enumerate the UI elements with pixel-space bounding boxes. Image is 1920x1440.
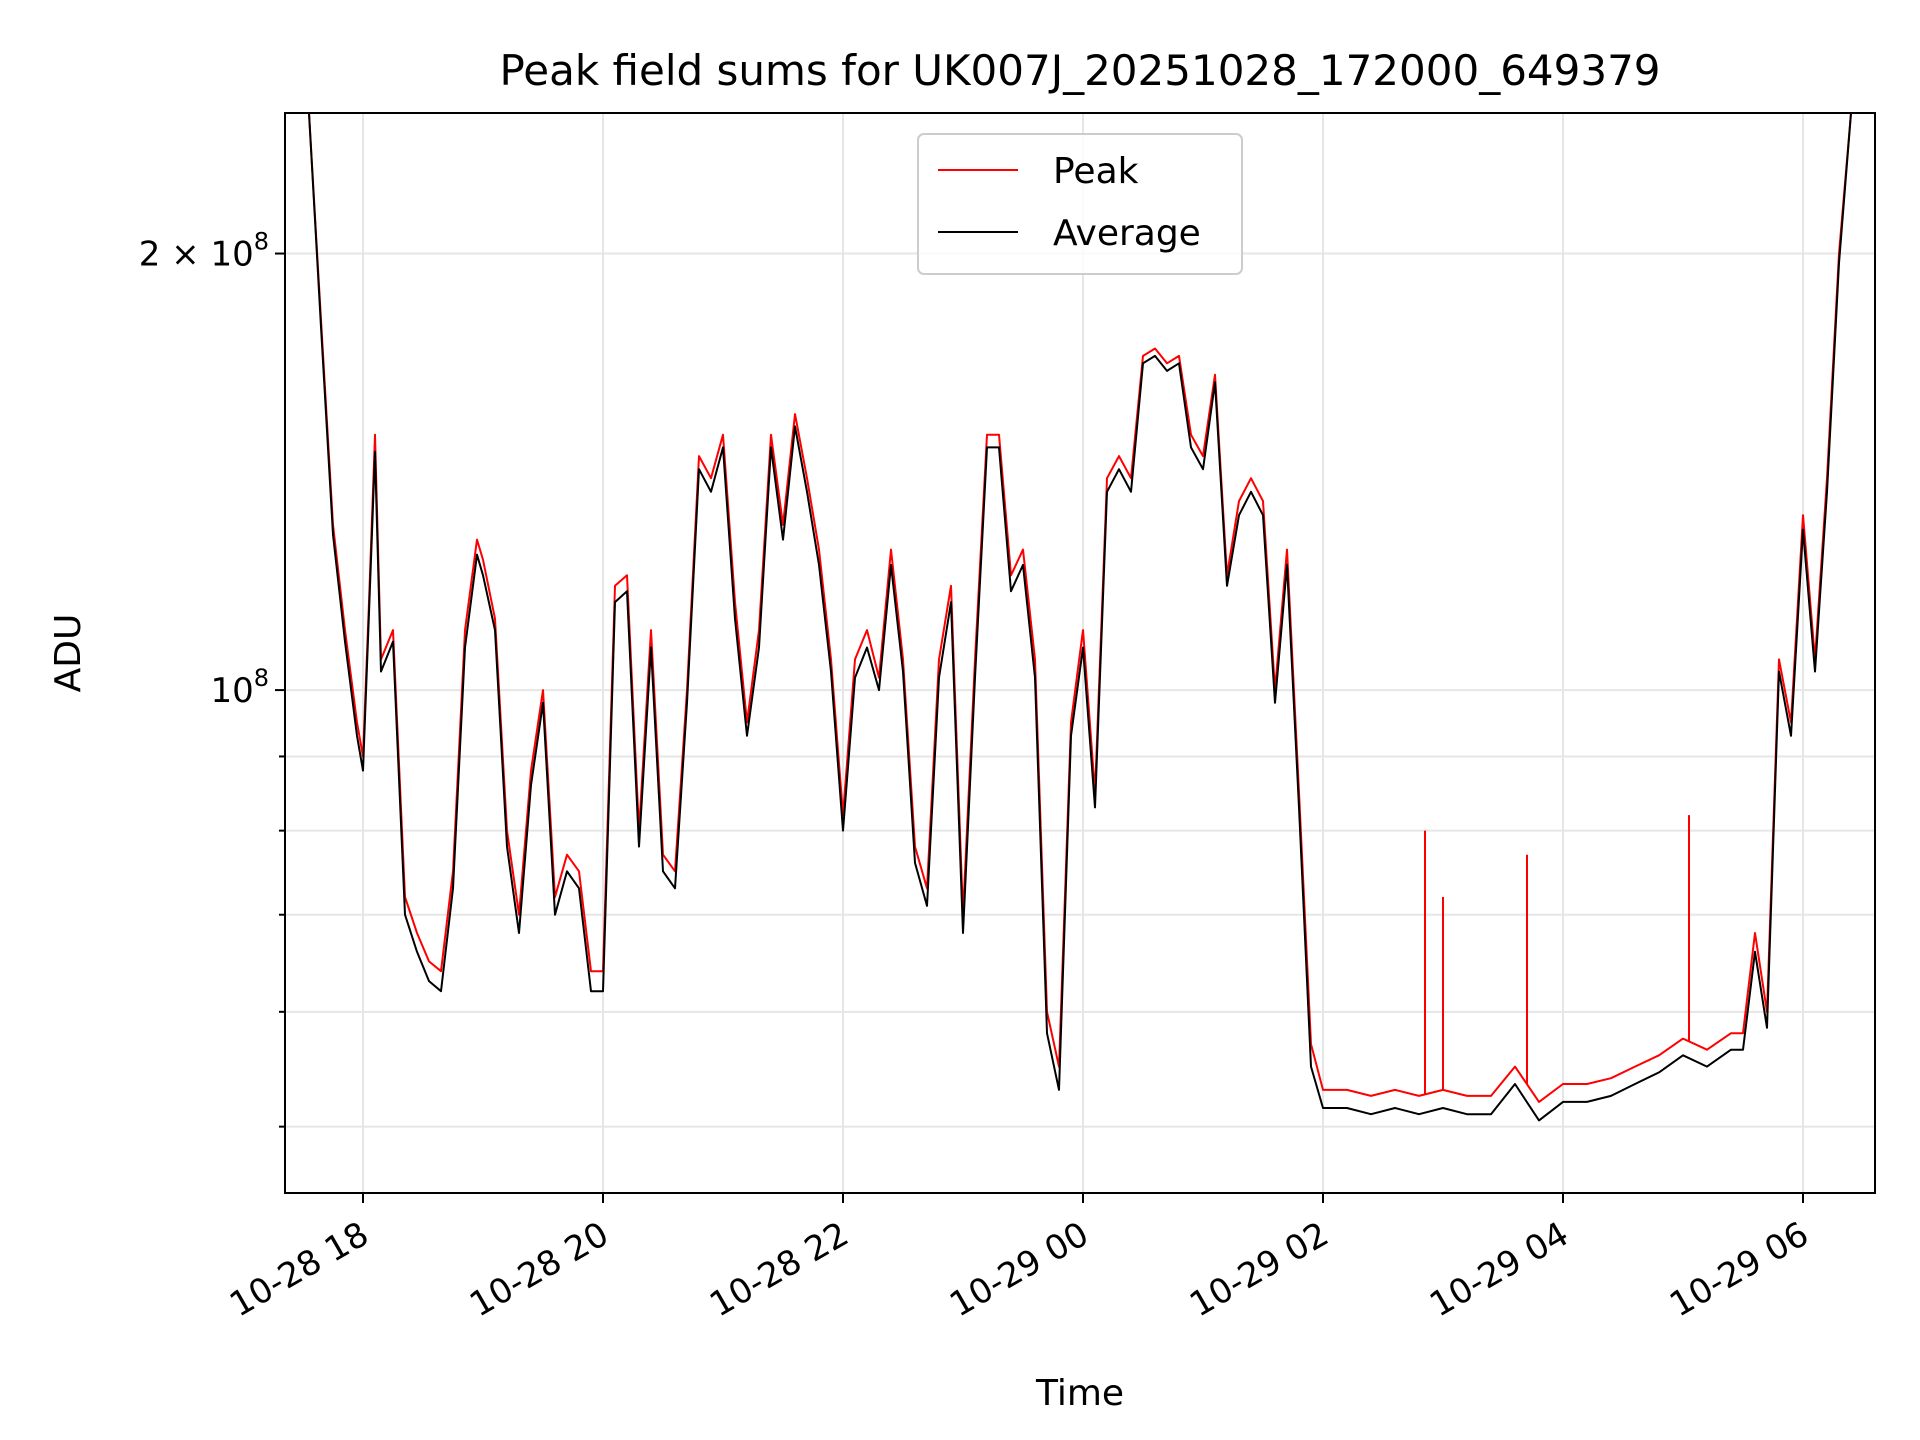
chart-title: Peak field sums for UK007J_20251028_1720…: [499, 46, 1660, 95]
y-tick-exponent: 8: [254, 228, 269, 256]
series-layer: [308, 113, 1852, 1122]
y-tick-label: 2 × 108: [139, 228, 269, 275]
legend-label-peak: Peak: [1053, 151, 1139, 192]
y-tick-label: 108: [210, 664, 269, 711]
y-tick-base: 10: [210, 671, 253, 711]
plot-frame: [284, 112, 1876, 1194]
y-tick-exponent: 8: [254, 664, 269, 692]
x-axis-title: Time: [1035, 1373, 1124, 1414]
y-axis-title: ADU: [48, 614, 89, 693]
series-line-average: [308, 113, 1852, 1122]
y-tick-base: 2 × 10: [139, 235, 254, 275]
legend-label-average: Average: [1053, 213, 1201, 254]
legend: Peak Average: [917, 133, 1243, 275]
